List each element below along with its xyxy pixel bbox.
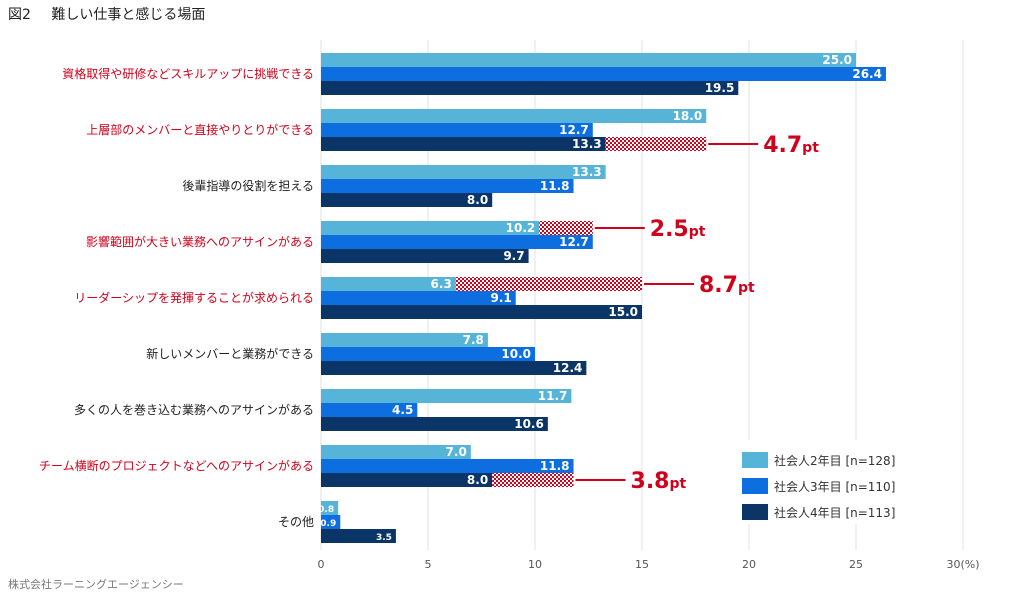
bar-value-label: 13.3 bbox=[572, 137, 602, 151]
category-label: リーダーシップを発揮することが求められる bbox=[74, 290, 314, 305]
bar bbox=[321, 529, 396, 543]
bar bbox=[321, 459, 574, 473]
bar-value-label: 25.0 bbox=[822, 53, 852, 67]
gap-label: 2.5pt bbox=[650, 217, 706, 242]
x-tick-label: 0 bbox=[318, 558, 325, 571]
chart-title: 図2 難しい仕事と感じる場面 bbox=[8, 4, 205, 24]
bar bbox=[321, 389, 572, 403]
gap-label: 4.7pt bbox=[763, 133, 819, 158]
bar-value-label: 12.7 bbox=[559, 123, 589, 137]
bar-value-label: 11.8 bbox=[540, 179, 570, 193]
category-label: 多くの人を巻き込む業務へのアサインがある bbox=[74, 402, 314, 417]
x-tick-label: 10 bbox=[528, 558, 542, 571]
gap-highlight bbox=[539, 221, 593, 235]
figure-number: 図2 bbox=[8, 7, 31, 23]
category-label: チーム横断のプロジェクトなどへのアサインがある bbox=[39, 458, 314, 473]
bar bbox=[321, 291, 516, 305]
bar-value-label: 0.8 bbox=[318, 505, 334, 515]
bar bbox=[321, 53, 856, 67]
bar bbox=[321, 333, 488, 347]
bar bbox=[321, 235, 593, 249]
category-label: 影響範囲が大きい業務へのアサインがある bbox=[86, 234, 314, 249]
category-label: 上層部のメンバーと直接やりとりができる bbox=[86, 122, 314, 137]
bar bbox=[321, 417, 548, 431]
bar bbox=[321, 501, 339, 515]
bar-value-label: 10.0 bbox=[501, 347, 531, 361]
bars: 25.026.419.518.012.713.313.311.88.010.21… bbox=[318, 53, 886, 543]
bar bbox=[321, 109, 707, 123]
legend-label: 社会人2年目 [n=128] bbox=[774, 453, 895, 468]
gap-highlight bbox=[605, 137, 707, 151]
bar-value-label: 11.8 bbox=[540, 459, 570, 473]
x-tick-label: 15 bbox=[635, 558, 649, 571]
bar bbox=[321, 347, 535, 361]
bar bbox=[321, 123, 593, 137]
gap-annotations: 4.7pt 2.5pt 8.7pt 3.8pt bbox=[455, 133, 819, 494]
bar bbox=[321, 445, 471, 459]
bar bbox=[321, 277, 456, 291]
bar bbox=[321, 165, 606, 179]
bar-value-label: 10.6 bbox=[514, 417, 544, 431]
bar bbox=[321, 249, 529, 263]
category-labels: 資格取得や研修などスキルアップに挑戦できる上層部のメンバーと直接やりとりができる… bbox=[39, 66, 314, 529]
x-tick-label: 20 bbox=[742, 558, 756, 571]
bar-value-label: 12.7 bbox=[559, 235, 589, 249]
legend: 社会人2年目 [n=128] 社会人3年目 [n=110] 社会人4年目 [n=11… bbox=[732, 440, 922, 524]
title-text: 難しい仕事と感じる場面 bbox=[51, 7, 206, 23]
bar bbox=[321, 81, 739, 95]
category-label: その他 bbox=[278, 515, 314, 529]
bar bbox=[321, 403, 418, 417]
bar bbox=[321, 473, 493, 487]
category-label: 新しいメンバーと業務ができる bbox=[146, 346, 314, 361]
bar-value-label: 9.7 bbox=[503, 249, 524, 263]
bar-value-label: 8.0 bbox=[467, 193, 488, 207]
gap-highlight bbox=[455, 277, 642, 291]
bar-value-label: 18.0 bbox=[673, 109, 703, 123]
bar bbox=[321, 221, 540, 235]
bar bbox=[321, 361, 587, 375]
bar-value-label: 4.5 bbox=[392, 403, 413, 417]
x-axis-ticks: 0 5 10 15 20 25 30(%) bbox=[318, 558, 980, 571]
bar-value-label: 13.3 bbox=[572, 165, 602, 179]
bar-value-label: 7.8 bbox=[463, 333, 484, 347]
legend-label: 社会人4年目 [n=113] bbox=[774, 505, 895, 520]
bar bbox=[321, 67, 886, 81]
x-tick-label: 25 bbox=[849, 558, 863, 571]
bar bbox=[321, 193, 493, 207]
bar-value-label: 26.4 bbox=[852, 67, 882, 81]
bar-value-label: 11.7 bbox=[538, 389, 568, 403]
bar bbox=[321, 179, 574, 193]
category-label: 後輩指導の役割を担える bbox=[182, 178, 314, 193]
category-label: 資格取得や研修などスキルアップに挑戦できる bbox=[62, 66, 314, 81]
legend-swatch bbox=[742, 504, 768, 520]
source-credit: 株式会社ラーニングエージェンシー bbox=[8, 578, 184, 591]
bar bbox=[321, 515, 341, 529]
legend-swatch bbox=[742, 452, 768, 468]
bar-value-label: 7.0 bbox=[446, 445, 467, 459]
gap-label: 8.7pt bbox=[699, 273, 755, 298]
x-tick-label: 30(%) bbox=[946, 558, 979, 571]
x-tick-label: 5 bbox=[425, 558, 432, 571]
bar-value-label: 3.5 bbox=[376, 533, 392, 543]
bar bbox=[321, 137, 606, 151]
gap-highlight bbox=[492, 473, 574, 487]
bar-value-label: 15.0 bbox=[608, 305, 638, 319]
bar-value-label: 10.2 bbox=[506, 221, 536, 235]
gap-label: 3.8pt bbox=[631, 469, 687, 494]
bar-value-label: 8.0 bbox=[467, 473, 488, 487]
bar-value-label: 19.5 bbox=[705, 81, 735, 95]
bar-value-label: 12.4 bbox=[553, 361, 583, 375]
bar-value-label: 0.9 bbox=[320, 519, 336, 529]
legend-swatch bbox=[742, 478, 768, 494]
bar-value-label: 6.3 bbox=[431, 277, 452, 291]
legend-label: 社会人3年目 [n=110] bbox=[774, 479, 895, 494]
bar bbox=[321, 305, 642, 319]
bar-value-label: 9.1 bbox=[490, 291, 511, 305]
